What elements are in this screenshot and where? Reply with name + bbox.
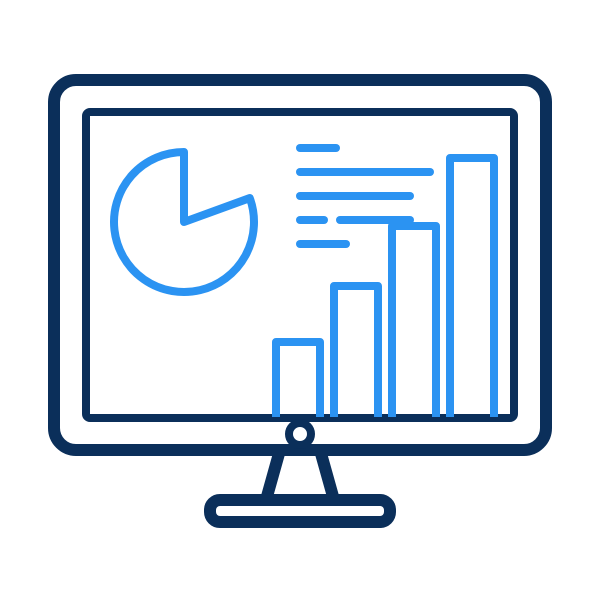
monitor-neck	[266, 450, 334, 500]
analytics-monitor-icon	[0, 0, 600, 600]
